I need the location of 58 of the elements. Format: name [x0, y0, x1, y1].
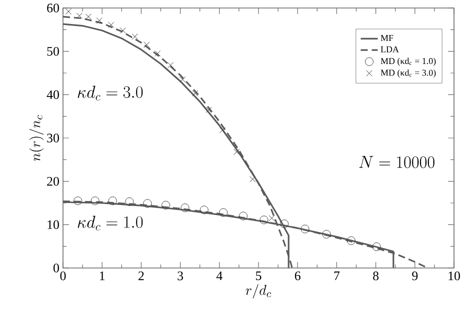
x-tick-label: 10 [448, 272, 460, 280]
x-tick-label: 8 [373, 272, 379, 280]
point [85, 14, 92, 20]
legend-label: MD (κd$_{c}$ = 1.0) [380, 58, 436, 66]
point [234, 148, 240, 155]
y-tick-label: 40 [46, 90, 59, 100]
point [74, 196, 82, 206]
x-tick-label: 6 [294, 272, 300, 280]
point [300, 224, 310, 234]
point [76, 12, 82, 19]
point [180, 76, 186, 83]
legend-label: MF [380, 34, 394, 41]
point [250, 176, 256, 182]
point [90, 196, 100, 206]
y-tick-label: 20 [47, 176, 59, 186]
x-tick-label: 9 [412, 272, 418, 280]
x-tick-label: 1 [100, 272, 105, 280]
point [200, 206, 208, 214]
y-tick-label: 60 [47, 4, 59, 12]
point [192, 90, 198, 96]
y-tick-label: 30 [47, 134, 59, 142]
point [239, 212, 248, 220]
point [219, 208, 228, 217]
legend-label: MD (κd$_{c}$ = 3.0) [380, 69, 436, 78]
point [162, 200, 170, 210]
point [372, 242, 381, 252]
annotation: $\kappa d_c = 3.0$ [78, 86, 143, 100]
annotation: $N = 10000$ [359, 156, 434, 168]
x-tick-label: 5 [256, 272, 262, 280]
point [65, 8, 72, 15]
point [322, 230, 331, 238]
x-tick-label: 0 [60, 272, 66, 280]
point [206, 106, 212, 113]
point [125, 197, 134, 206]
point [108, 196, 117, 206]
y-tick-label: 10 [48, 220, 59, 230]
x-tick-label: 3 [178, 272, 184, 280]
point [120, 27, 126, 34]
annotation: $\kappa d_c = 1.0$ [78, 216, 143, 230]
point [346, 236, 356, 245]
point [167, 62, 174, 68]
point [108, 22, 114, 28]
point [219, 127, 226, 134]
point [96, 17, 102, 24]
y-tick-label: 0 [54, 264, 59, 272]
point [143, 199, 152, 208]
point [154, 50, 161, 57]
point [144, 42, 150, 48]
legend-label: LDA [380, 46, 399, 52]
x-tick-label: 4 [216, 272, 222, 280]
point [280, 220, 289, 228]
point [180, 204, 190, 212]
point [132, 34, 138, 40]
x-tick-label: 7 [334, 272, 340, 280]
y-tick-label: 50 [47, 46, 59, 56]
y-axis-title: $n(r)/n_c$ [29, 115, 44, 161]
x-tick-label: 2 [138, 272, 144, 280]
x-axis-title: $r/d_c$ [246, 284, 272, 298]
